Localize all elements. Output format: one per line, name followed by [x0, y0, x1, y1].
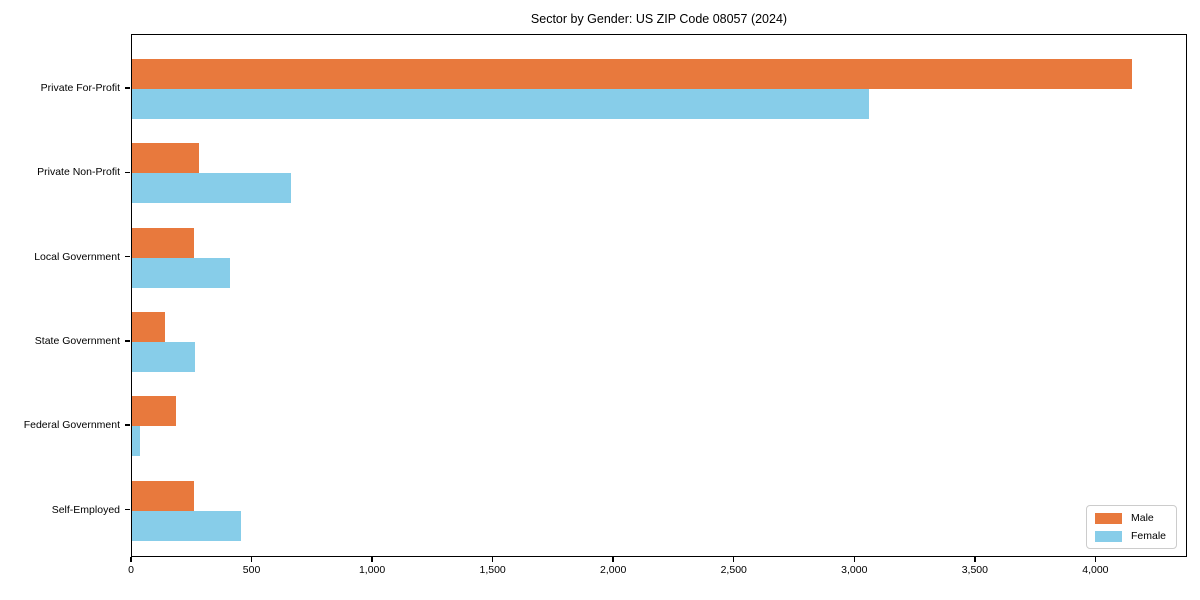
y-axis-tick	[125, 508, 130, 511]
bar-female-private-for-profit	[132, 89, 869, 119]
legend-item-male: Male	[1094, 512, 1166, 524]
y-axis-category-label: Local Government	[34, 250, 120, 263]
bar-male-private-for-profit	[132, 59, 1132, 89]
bar-male-state-government	[132, 311, 166, 342]
x-axis-tick	[853, 557, 856, 562]
x-axis-tick-label: 1,500	[479, 564, 506, 576]
bar-male-self-employed	[132, 480, 195, 511]
bar-female-local-government	[132, 257, 230, 288]
x-axis-tick-label: 2,000	[600, 564, 627, 576]
x-axis-tick-label: 500	[242, 564, 261, 576]
x-axis-tick-label: 2,500	[720, 564, 747, 576]
legend-swatch-female	[1094, 530, 1122, 542]
y-axis-category-label: Self-Employed	[51, 503, 120, 516]
y-axis-tick	[125, 340, 130, 342]
legend-item-female: Female	[1094, 530, 1166, 542]
y-axis-tick	[125, 87, 130, 89]
y-axis-category-label: Private Non-Profit	[37, 166, 120, 179]
plot-area: Male Female	[131, 34, 1187, 557]
chart-title: Sector by Gender: US ZIP Code 08057 (202…	[530, 12, 788, 26]
x-axis-tick	[130, 557, 132, 562]
y-axis-tick	[125, 424, 130, 426]
x-axis-tick-label: 3,500	[961, 564, 988, 576]
x-axis-tick-label: 0	[128, 564, 134, 576]
legend-swatch-male	[1094, 512, 1122, 524]
y-axis-category-label: State Government	[34, 334, 120, 347]
y-axis-tick	[125, 255, 130, 258]
bar-female-federal-government	[132, 426, 140, 457]
y-axis-category-label: Private For-Profit	[40, 82, 120, 94]
x-axis-tick	[1094, 557, 1097, 562]
bar-female-private-non-profit	[132, 173, 292, 204]
y-axis-category-label: Federal Government	[23, 419, 120, 432]
x-axis-tick-label: 3,000	[841, 564, 868, 576]
x-axis-tick-label: 4,000	[1082, 564, 1109, 576]
x-axis-tick-label: 1,000	[358, 564, 386, 576]
legend-label-female: Female	[1130, 530, 1166, 542]
x-axis-tick	[612, 557, 614, 562]
legend: Male Female	[1085, 505, 1177, 549]
x-axis-tick	[974, 557, 976, 562]
x-axis-tick	[371, 557, 373, 562]
x-axis-tick	[732, 557, 735, 562]
bar-female-self-employed	[132, 510, 241, 541]
bar-male-federal-government	[132, 396, 176, 427]
legend-label-male: Male	[1130, 512, 1154, 524]
bar-female-state-government	[132, 341, 195, 372]
bar-male-private-non-profit	[132, 143, 199, 174]
y-axis-tick	[125, 171, 130, 174]
bar-male-local-government	[132, 227, 194, 258]
x-axis-tick	[250, 557, 253, 562]
x-axis-tick	[491, 557, 494, 562]
